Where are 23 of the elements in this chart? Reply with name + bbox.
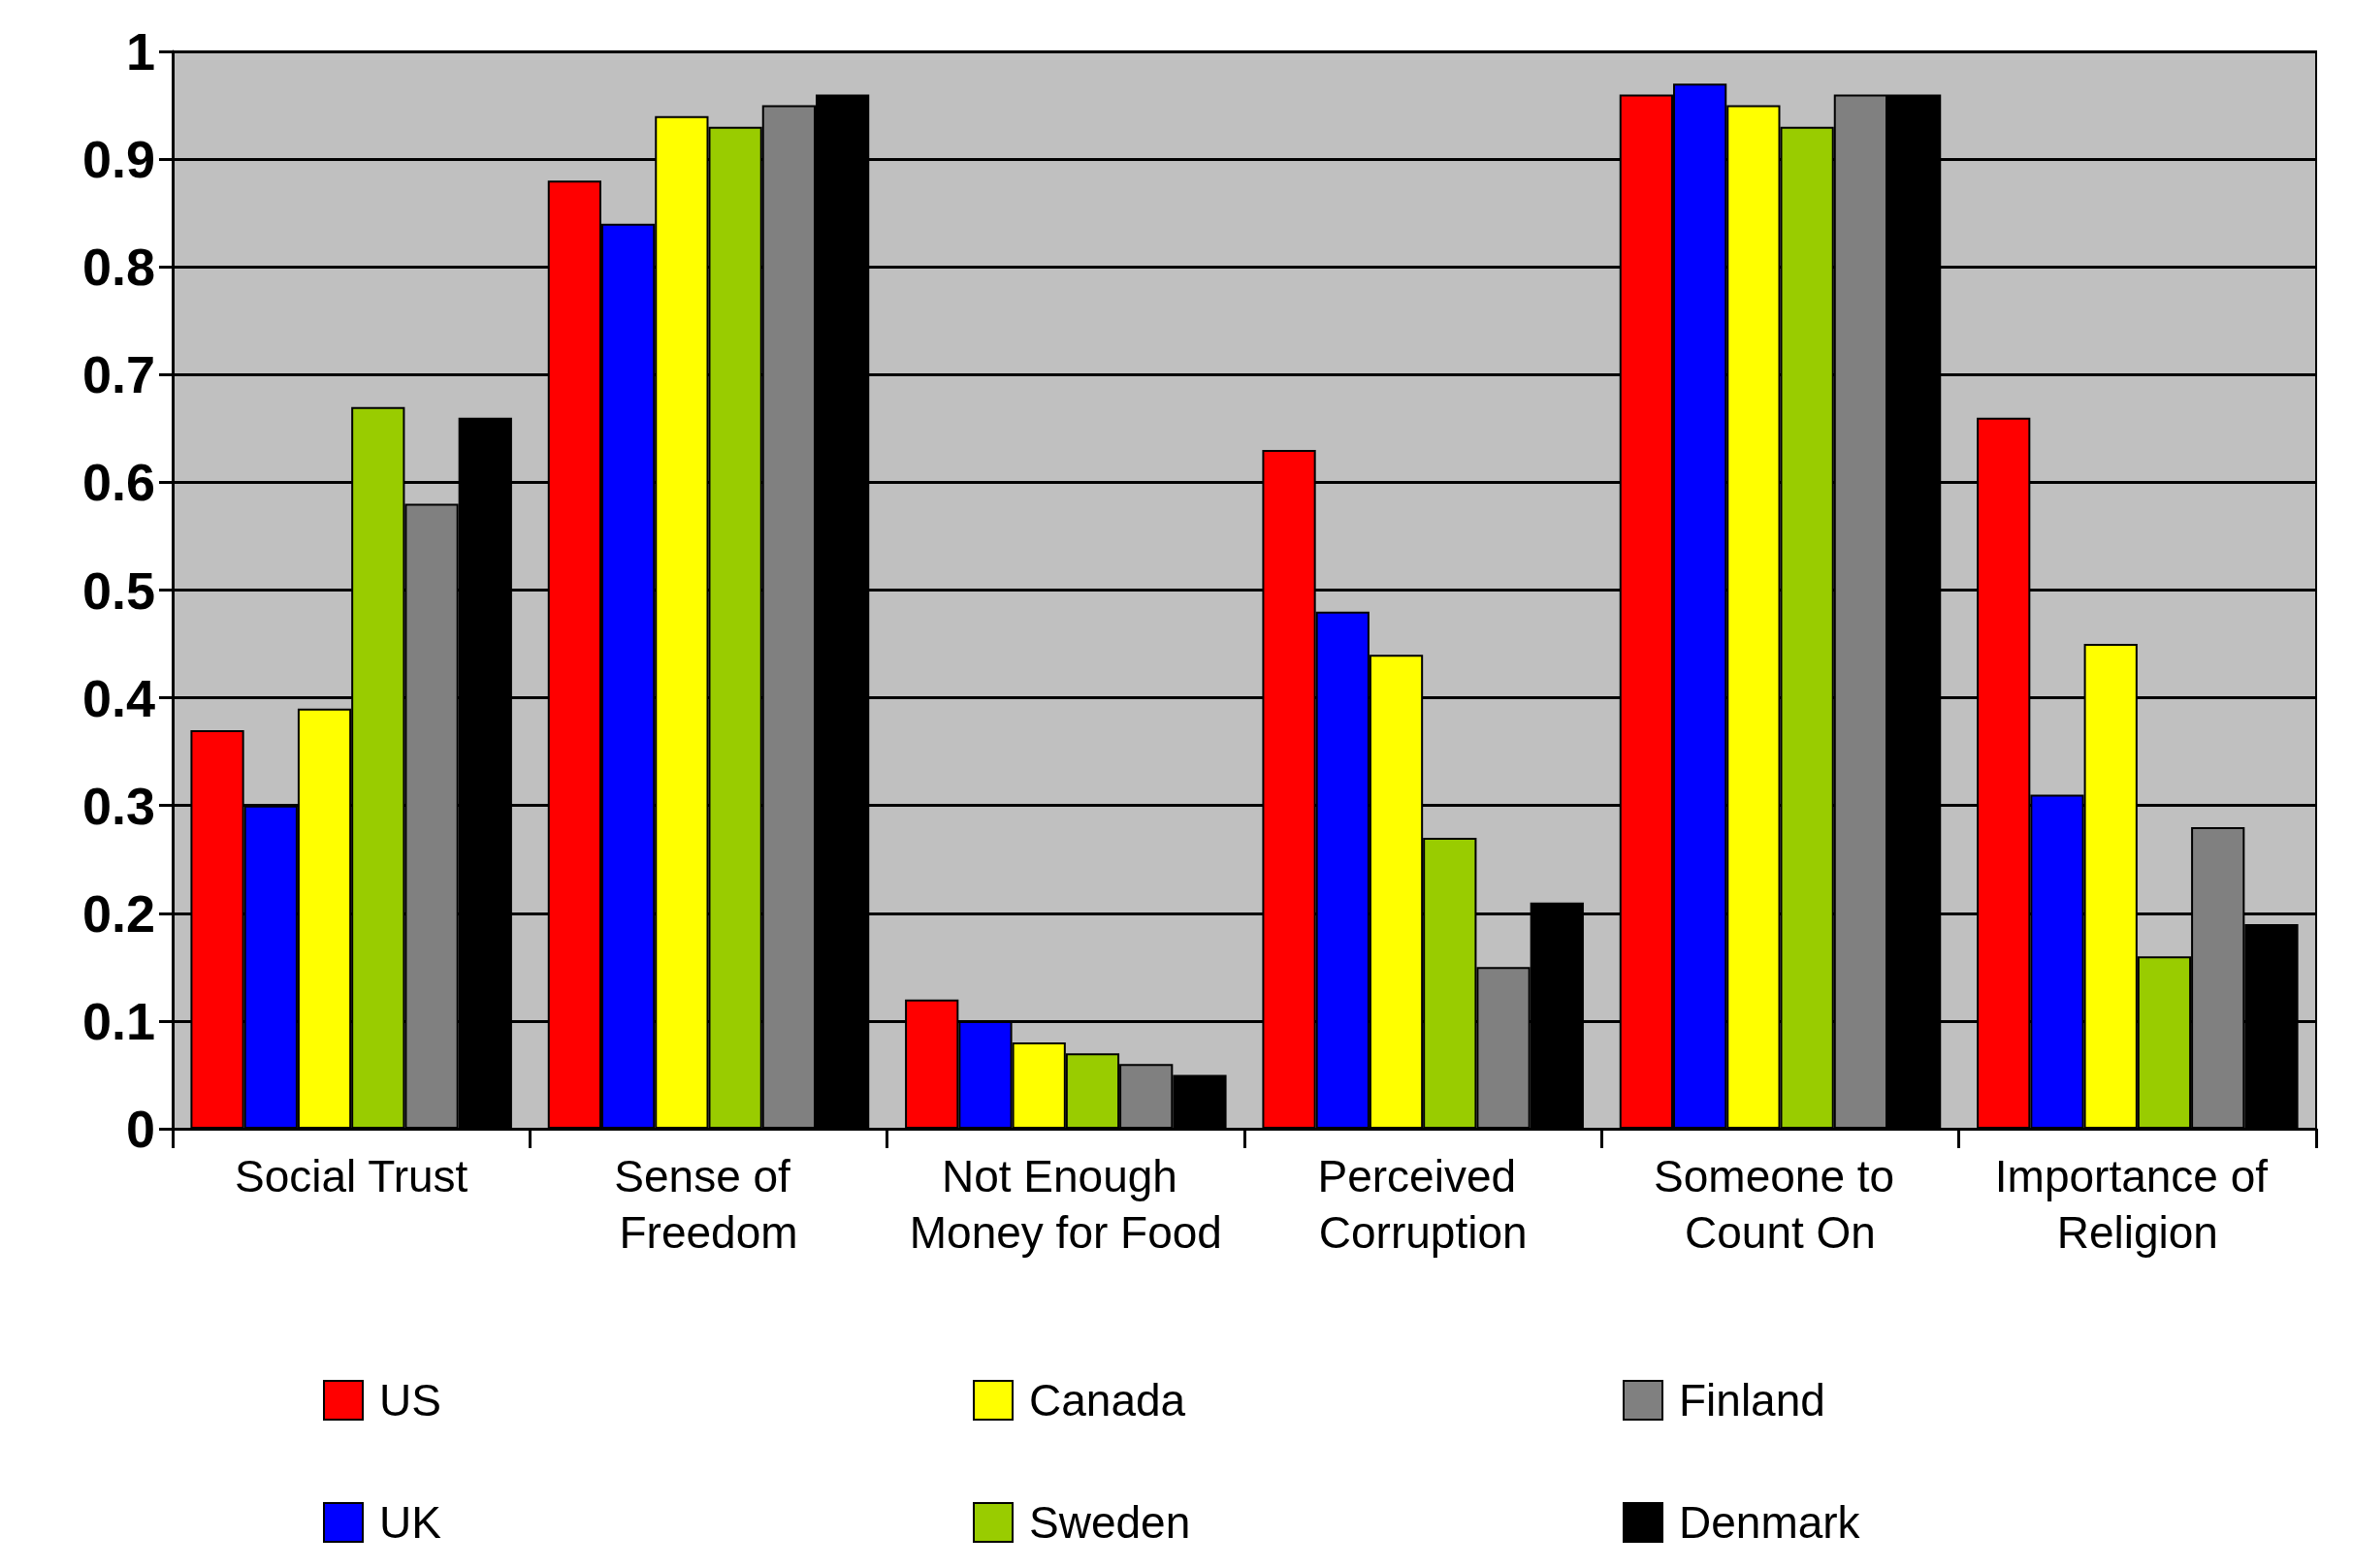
x-tick-label: Someone to Count On bbox=[1654, 1151, 1907, 1258]
legend-label: UK bbox=[379, 1497, 442, 1548]
x-tick-label: Perceived Corruption bbox=[1317, 1151, 1529, 1258]
y-tick-label: 0 bbox=[125, 1100, 155, 1158]
y-tick-label: 0.4 bbox=[81, 668, 155, 727]
x-tick-label: Importance of Religion bbox=[1994, 1151, 2280, 1258]
legend-label: Canada bbox=[1029, 1375, 1186, 1425]
legend-label: US bbox=[379, 1375, 441, 1425]
y-tick-label: 0.7 bbox=[81, 345, 155, 404]
y-tick-label: 0.8 bbox=[81, 238, 155, 297]
x-tick-label: Social Trust bbox=[235, 1151, 468, 1201]
y-tick-label: 1 bbox=[125, 22, 155, 80]
y-tick-label: 0.1 bbox=[81, 991, 155, 1050]
legend-label: Sweden bbox=[1029, 1497, 1191, 1548]
y-tick-label: 0.9 bbox=[81, 130, 155, 189]
y-tick-label: 0.5 bbox=[81, 560, 155, 620]
y-tick-label: 0.2 bbox=[81, 883, 155, 943]
legend-label: Denmark bbox=[1679, 1497, 1861, 1548]
x-tick-label: Sense of Freedom bbox=[614, 1151, 803, 1258]
y-tick-label: 0.6 bbox=[81, 453, 155, 512]
x-tick-label: Not Enough Money for Food bbox=[909, 1151, 1222, 1258]
legend-label: Finland bbox=[1679, 1375, 1825, 1425]
y-tick-label: 0.3 bbox=[81, 776, 155, 835]
